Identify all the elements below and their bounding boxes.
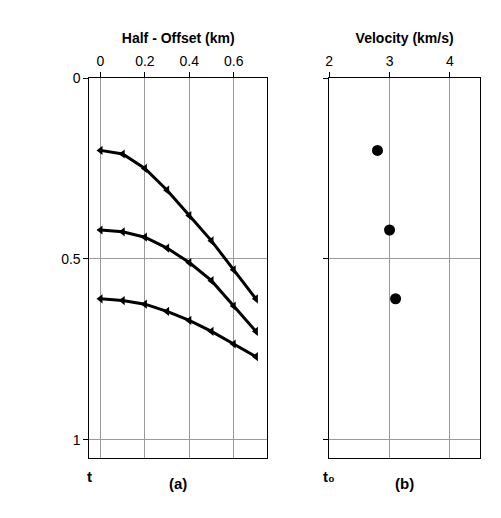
svg-text:Velocity (km/s): Velocity (km/s) — [356, 30, 454, 46]
svg-text:2: 2 — [325, 53, 333, 69]
svg-text:1: 1 — [73, 432, 81, 448]
svg-text:0: 0 — [73, 70, 81, 86]
svg-text:0: 0 — [97, 53, 105, 69]
svg-text:Half - Offset (km): Half - Offset (km) — [122, 30, 235, 46]
svg-text:0.2: 0.2 — [135, 53, 155, 69]
svg-text:(b): (b) — [395, 475, 414, 492]
svg-text:t₀: t₀ — [323, 468, 335, 485]
svg-text:t: t — [87, 468, 92, 485]
svg-text:0.5: 0.5 — [61, 251, 81, 267]
svg-text:4: 4 — [446, 53, 454, 69]
svg-text:(a): (a) — [169, 475, 187, 492]
svg-text:0.6: 0.6 — [224, 53, 244, 69]
svg-text:0.4: 0.4 — [180, 53, 200, 69]
svg-text:3: 3 — [386, 53, 394, 69]
